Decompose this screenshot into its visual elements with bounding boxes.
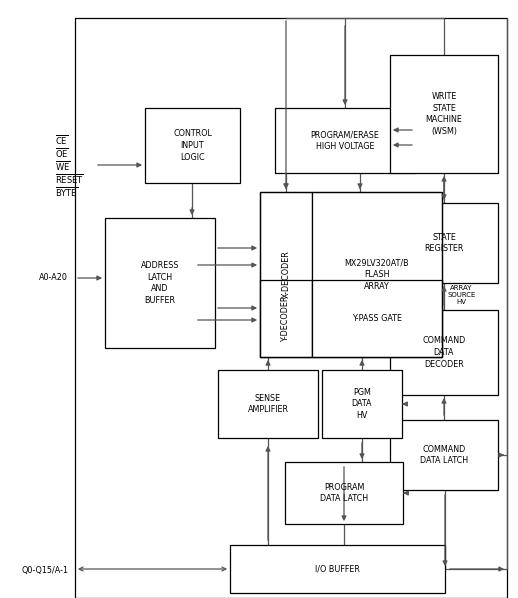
Text: COMMAND
DATA
DECODER: COMMAND DATA DECODER (422, 336, 466, 369)
Bar (260, 280, 312, 357)
Bar (390, 55, 498, 173)
Bar (105, 218, 215, 348)
Text: WRITE
STATE
MACHINE
(WSM): WRITE STATE MACHINE (WSM) (426, 92, 463, 136)
Text: Q0-Q15/A-1: Q0-Q15/A-1 (21, 566, 68, 575)
Text: PROGRAM/ERASE
HIGH VOLTAGE: PROGRAM/ERASE HIGH VOLTAGE (311, 130, 380, 151)
Bar (260, 192, 442, 357)
Bar (75, 18, 507, 598)
Text: X-DECODER: X-DECODER (281, 251, 291, 298)
Bar (260, 192, 312, 357)
Text: $\overline{\mathsf{BYTE}}$: $\overline{\mathsf{BYTE}}$ (55, 185, 78, 199)
Text: ADDRESS
LATCH
AND
BUFFER: ADDRESS LATCH AND BUFFER (141, 261, 179, 305)
Bar (275, 108, 415, 173)
Text: COMMAND
DATA LATCH: COMMAND DATA LATCH (420, 444, 468, 465)
Bar (218, 370, 318, 438)
Bar (285, 462, 403, 524)
Bar (312, 192, 442, 357)
Bar (390, 420, 498, 490)
Text: $\overline{\mathsf{RESET}}$: $\overline{\mathsf{RESET}}$ (55, 172, 84, 186)
Bar (312, 280, 442, 357)
Text: Y-PASS GATE: Y-PASS GATE (352, 314, 402, 323)
Text: $\overline{\mathsf{WE}}$: $\overline{\mathsf{WE}}$ (55, 159, 70, 173)
Text: $\overline{\mathsf{CE}}$: $\overline{\mathsf{CE}}$ (55, 133, 68, 147)
Text: PGM
DATA
HV: PGM DATA HV (352, 388, 372, 420)
Text: MX29LV320AT/B
FLASH
ARRAY: MX29LV320AT/B FLASH ARRAY (344, 258, 409, 291)
Bar (230, 545, 445, 593)
Text: SENSE
AMPLIFIER: SENSE AMPLIFIER (248, 393, 289, 414)
Bar (390, 310, 498, 395)
Bar (390, 203, 498, 283)
Text: PROGRAM
DATA LATCH: PROGRAM DATA LATCH (320, 483, 368, 504)
Text: ARRAY
SOURCE
HV: ARRAY SOURCE HV (447, 285, 476, 305)
Text: Y-DECODER: Y-DECODER (281, 295, 291, 341)
Text: STATE
REGISTER: STATE REGISTER (424, 233, 464, 254)
Text: $\overline{\mathsf{OE}}$: $\overline{\mathsf{OE}}$ (55, 146, 69, 160)
Text: CONTROL
INPUT
LOGIC: CONTROL INPUT LOGIC (173, 129, 212, 162)
Text: A0-A20: A0-A20 (39, 273, 68, 282)
Text: I/O BUFFER: I/O BUFFER (315, 565, 360, 573)
Bar (322, 370, 402, 438)
Bar (145, 108, 240, 183)
